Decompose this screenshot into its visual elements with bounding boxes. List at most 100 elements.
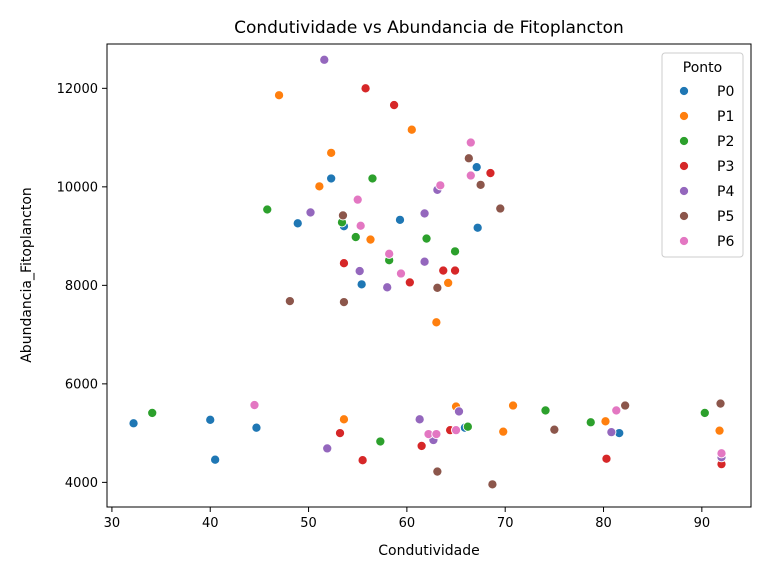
x-tick-label: 90 <box>694 516 711 531</box>
data-point-p6 <box>465 170 476 181</box>
data-point-p3 <box>360 83 371 94</box>
data-point-p1 <box>338 414 350 425</box>
data-point-p3 <box>416 440 427 451</box>
data-point-p3 <box>338 258 350 269</box>
data-point-p5 <box>463 153 474 164</box>
data-point-p2 <box>449 246 461 257</box>
data-point-p6 <box>431 429 442 440</box>
x-tick-label: 80 <box>595 516 612 531</box>
data-point-p4 <box>419 208 430 219</box>
y-tick-label: 12000 <box>57 82 98 97</box>
data-points <box>128 54 727 490</box>
data-point-p6 <box>450 425 462 436</box>
x-axis-label: Condutividade <box>378 543 480 559</box>
data-point-p6 <box>611 405 622 416</box>
legend-marker-p2 <box>678 135 690 147</box>
data-point-p5 <box>432 466 443 477</box>
data-point-p0 <box>472 222 483 233</box>
data-point-p5 <box>620 400 631 411</box>
data-point-p4 <box>305 207 316 218</box>
data-point-p2 <box>147 407 158 418</box>
legend-marker-p4 <box>678 185 690 197</box>
legend: Ponto P0 P1 P2 P3 P4 P5 P6 <box>661 52 744 258</box>
data-point-p0 <box>326 173 337 184</box>
data-point-p6 <box>435 180 446 191</box>
data-point-p0 <box>210 454 221 465</box>
data-point-p5 <box>487 479 498 490</box>
data-point-p6 <box>249 399 260 411</box>
data-point-p3 <box>404 277 415 288</box>
data-point-p3 <box>438 265 449 276</box>
data-point-p4 <box>319 54 330 65</box>
data-point-p0 <box>292 218 303 229</box>
legend-marker-p0 <box>678 85 690 97</box>
legend-label-p2: P2 <box>717 134 734 150</box>
data-point-p3 <box>449 265 461 276</box>
x-tick-label: 40 <box>202 516 219 531</box>
data-point-p0 <box>205 414 216 425</box>
data-point-p1 <box>498 426 509 437</box>
data-point-p6 <box>395 268 407 279</box>
data-point-p5 <box>432 282 443 293</box>
legend-label-p3: P3 <box>717 159 734 175</box>
data-point-p5 <box>337 210 349 221</box>
data-point-p5 <box>495 203 506 214</box>
data-point-p2 <box>462 421 473 432</box>
data-point-p2 <box>699 407 710 418</box>
data-point-p1 <box>274 90 285 101</box>
data-point-p3 <box>334 428 346 439</box>
x-tick-label: 30 <box>104 516 121 531</box>
data-point-p3 <box>389 100 400 111</box>
y-tick-label: 8000 <box>65 279 98 294</box>
data-point-p0 <box>128 418 139 429</box>
data-point-p1 <box>443 277 454 288</box>
y-tick-label: 4000 <box>65 476 98 491</box>
data-point-p3 <box>485 167 496 179</box>
data-point-p2 <box>262 204 273 215</box>
data-point-p1 <box>406 124 417 135</box>
chart-title: Condutividade vs Abundancia de Fitoplanc… <box>234 18 624 38</box>
data-point-p2 <box>375 436 386 447</box>
data-point-p1 <box>600 416 611 427</box>
data-point-p1 <box>714 425 725 436</box>
legend-label-p6: P6 <box>717 234 734 250</box>
legend-marker-p5 <box>678 210 690 222</box>
data-point-p6 <box>355 220 366 231</box>
data-point-p4 <box>419 256 430 267</box>
data-point-p4 <box>322 443 333 454</box>
legend-marker-p3 <box>678 160 690 172</box>
data-point-p2 <box>350 232 361 243</box>
plot-frame <box>106 43 752 508</box>
data-point-p1 <box>326 147 337 158</box>
data-point-p5 <box>338 297 350 308</box>
data-point-p2 <box>367 173 378 184</box>
data-point-p6 <box>716 448 727 459</box>
data-point-p2 <box>421 233 432 244</box>
legend-box <box>661 52 744 258</box>
data-point-p1 <box>508 400 519 411</box>
plot-area: 30 40 50 60 70 80 90 4000 6000 8000 10000 12000 <box>57 43 752 531</box>
legend-label-p0: P0 <box>717 84 734 100</box>
legend-label-p1: P1 <box>717 109 734 125</box>
data-point-p1 <box>314 181 325 192</box>
legend-marker-p6 <box>678 235 690 247</box>
data-point-p4 <box>414 414 425 425</box>
data-point-p3 <box>601 453 612 464</box>
data-point-p6 <box>465 137 476 148</box>
x-tick-label: 50 <box>300 516 317 531</box>
x-tick-label: 70 <box>497 516 514 531</box>
data-point-p0 <box>356 279 367 290</box>
data-point-p5 <box>284 296 295 307</box>
data-point-p2 <box>585 417 596 428</box>
data-point-p2 <box>540 405 551 416</box>
data-point-p6 <box>352 194 363 205</box>
data-point-p4 <box>606 427 617 438</box>
data-point-p4 <box>382 282 393 293</box>
y-tick-label: 6000 <box>65 377 98 392</box>
data-point-p4 <box>453 406 465 417</box>
y-tick-label: 10000 <box>57 180 98 195</box>
data-point-p0 <box>471 162 482 173</box>
data-point-p0 <box>394 214 406 225</box>
